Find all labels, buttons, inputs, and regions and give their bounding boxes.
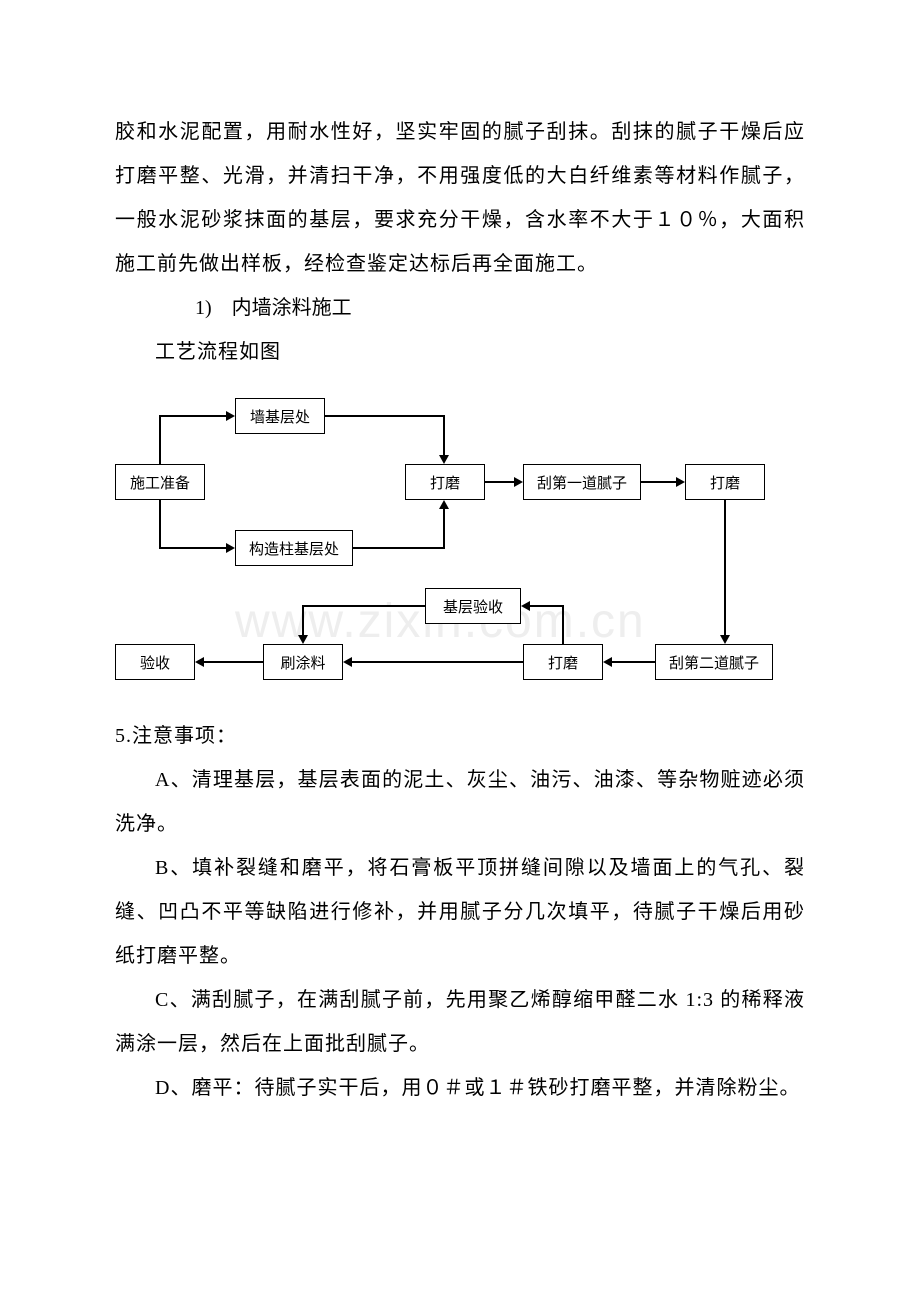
edge — [351, 661, 523, 663]
arrow-icon — [226, 411, 235, 421]
node-polish-3: 打磨 — [523, 644, 603, 680]
note-a: A、清理基层，基层表面的泥土、灰尘、油污、油漆、等杂物赃迹必须洗净。 — [115, 758, 805, 846]
arrow-icon — [676, 477, 685, 487]
edge — [443, 415, 445, 457]
node-polish-1: 打磨 — [405, 464, 485, 500]
edge — [325, 415, 445, 417]
edge — [159, 415, 227, 417]
edge — [443, 508, 445, 549]
note-d: D、磨平：待腻子实干后，用０＃或１＃铁砂打磨平整，并清除粉尘。 — [115, 1066, 805, 1110]
flow-label: 工艺流程如图 — [115, 330, 805, 374]
node-prep: 施工准备 — [115, 464, 205, 500]
arrow-icon — [439, 500, 449, 509]
edge — [485, 481, 515, 483]
edge — [562, 606, 564, 644]
arrow-icon — [521, 601, 530, 611]
node-putty-2: 刮第二道腻子 — [655, 644, 773, 680]
edge — [159, 547, 227, 549]
edge — [159, 416, 161, 464]
section-item-1: 1) 内墙涂料施工 — [115, 286, 805, 330]
note-c: C、满刮腻子，在满刮腻子前，先用聚乙烯醇缩甲醛二水 1:3 的稀释液满涂一层，然… — [115, 978, 805, 1066]
node-wall-base: 墙基层处 — [235, 398, 325, 434]
arrow-icon — [343, 657, 352, 667]
intro-paragraph: 胶和水泥配置，用耐水性好，坚实牢固的腻子刮抹。刮抹的腻子干燥后应打磨平整、光滑，… — [115, 110, 805, 286]
edge — [159, 500, 161, 548]
process-flowchart: www.zixin.com.cn 施工准备 墙基层处 构造柱基层处 打磨 刮第一… — [115, 384, 805, 694]
arrow-icon — [195, 657, 204, 667]
edge — [611, 661, 655, 663]
arrow-icon — [226, 543, 235, 553]
node-paint: 刷涂料 — [263, 644, 343, 680]
node-base-accept: 基层验收 — [425, 588, 521, 624]
arrow-icon — [603, 657, 612, 667]
edge — [203, 661, 263, 663]
arrow-icon — [298, 635, 308, 644]
edge — [302, 605, 304, 637]
edge — [303, 605, 425, 607]
edge — [529, 605, 564, 607]
arrow-icon — [439, 455, 449, 464]
edge — [641, 481, 677, 483]
edge — [724, 500, 726, 636]
edge — [353, 547, 445, 549]
arrow-icon — [514, 477, 523, 487]
note-b: B、填补裂缝和磨平，将石膏板平顶拼缝间隙以及墙面上的气孔、裂缝、凹凸不平等缺陷进… — [115, 846, 805, 978]
arrow-icon — [720, 635, 730, 644]
node-putty-1: 刮第一道腻子 — [523, 464, 641, 500]
node-accept: 验收 — [115, 644, 195, 680]
node-column-base: 构造柱基层处 — [235, 530, 353, 566]
notes-title: 5.注意事项： — [115, 714, 805, 758]
node-polish-2: 打磨 — [685, 464, 765, 500]
